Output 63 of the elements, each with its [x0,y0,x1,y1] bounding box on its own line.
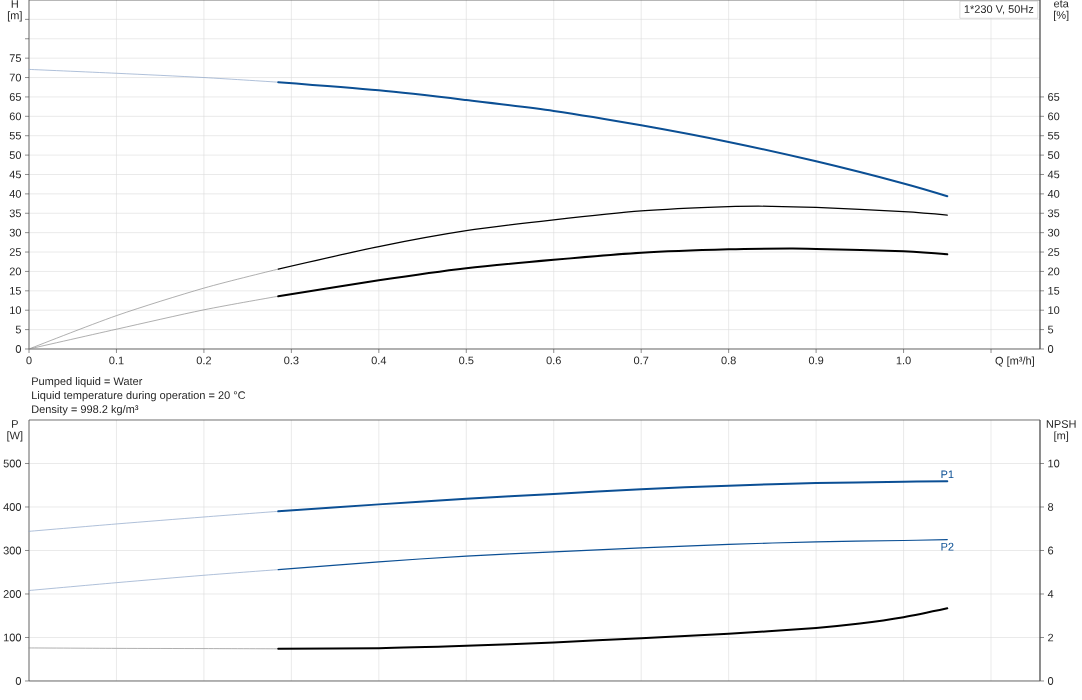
x-tick-label: 0.2 [196,356,212,365]
x-tick-label: 0.9 [808,356,824,365]
y-tick-label: 0 [15,677,22,685]
y2-tick-label: 45 [1047,170,1060,179]
y2-tick-label: 50 [1047,151,1060,159]
y-tick-label: 15 [10,286,21,295]
text: Liquid temperature during operation = 20 °C [32,391,246,402]
y-tick-label: 40 [9,189,22,198]
x-tick-label: 0.5 [459,356,474,365]
x-tick-label: 0.1 [109,356,124,365]
y-tick-label: 65 [9,93,21,101]
x-tick-label: 0.3 [284,356,299,365]
y2-axis-title: eta [%] [1054,0,1069,22]
y-tick-label: 300 [3,546,22,555]
y2-tick-label: 0 [1047,345,1054,353]
y-tick-label: 400 [3,503,22,511]
y2-tick-label: 10 [1048,459,1060,468]
y-tick-label: 0 [15,345,22,353]
y-tick-label: 10 [10,306,22,315]
y-tick-label: 45 [9,170,21,179]
y2-tick-label: 15 [1048,286,1060,295]
y2-tick-label: 10 [1048,306,1060,315]
x-tick-label: 0.6 [546,356,561,365]
y-tick-label: 50 [9,151,22,159]
y-axis-title: H [m] [7,0,22,22]
y-tick-label: 55 [9,131,21,140]
x-tick-label: 0.4 [371,356,387,365]
y2-tick-label: 60 [1048,112,1060,121]
y2-tick-label: 65 [1048,93,1060,101]
x-tick-label: 0.7 [633,356,649,365]
y-tick-label: 30 [9,228,22,237]
x-axis-title: Q [m³/h] [995,356,1034,367]
y2-tick-label: 5 [1047,325,1054,334]
y2-tick-label: 25 [1048,248,1060,256]
x-tick-label: 0 [26,356,32,365]
y2-tick-label: 2 [1048,633,1054,642]
y-tick-label: 75 [9,54,21,62]
y-tick-label: 500 [3,459,22,468]
annotation: 1*230 V, 50Hz [964,5,1034,15]
y-tick-label: 5 [15,325,21,334]
y2-tick-label: 40 [1047,189,1060,198]
y2-tick-label: 8 [1048,503,1054,511]
y2-tick-label: 35 [1047,209,1060,218]
text: Density = 998.2 kg/m³ [32,405,139,416]
y2-tick-label: 6 [1048,546,1054,555]
y2-tick-label: 30 [1047,228,1060,237]
y2-tick-label: 20 [1048,267,1060,276]
y-tick-label: 200 [3,590,22,598]
y2-axis-title: NPSH [m] [1046,420,1076,442]
y-tick-label: 35 [9,209,21,218]
y-tick-label: 70 [9,73,22,82]
text: Pumped liquid = Water [32,377,143,388]
y-tick-label: 60 [9,112,22,121]
y-tick-label: 25 [9,248,21,256]
y-tick-label: 20 [9,267,22,276]
x-tick-label: 0.8 [721,356,736,365]
y-axis-title: P [W] [7,420,23,442]
series-label: P2 [941,542,954,551]
y-tick-label: 100 [3,633,22,642]
y2-tick-label: 0 [1047,677,1054,685]
y2-tick-label: 55 [1047,131,1060,140]
series-label: P1 [941,470,954,479]
y2-tick-label: 4 [1047,590,1054,598]
